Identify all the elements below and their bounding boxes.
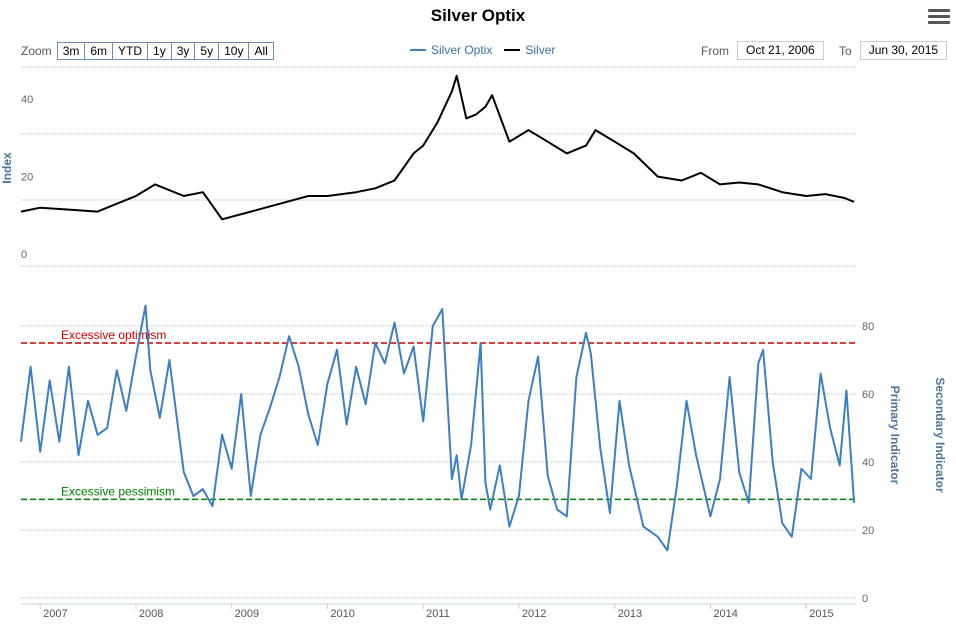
to-date-input[interactable]: Jun 30, 2015 bbox=[859, 41, 948, 60]
bottom-y-tick-label: 20 bbox=[862, 525, 874, 537]
top-y-tick-label: 40 bbox=[21, 94, 33, 106]
zoom-button-6m[interactable]: 6m bbox=[85, 43, 114, 59]
bottom-y-tick-label: 80 bbox=[862, 321, 874, 333]
legend-swatch-silver bbox=[504, 49, 521, 51]
legend-item-silver[interactable]: Silver bbox=[504, 43, 555, 57]
axes: 0 20 40 Index 0 20 40 60 80 2007 2008 2009 2010 2011 2… bbox=[0, 94, 947, 620]
excessive-optimism-label: Excessive optimism bbox=[61, 328, 166, 342]
legend-label-silver-optix: Silver Optix bbox=[431, 43, 493, 57]
top-panel-grid bbox=[21, 66, 856, 267]
range-to: To Jun 30, 2015 bbox=[839, 41, 948, 60]
silver-series-line bbox=[20, 74, 855, 221]
x-tick-label: 2013 bbox=[618, 608, 642, 620]
from-date-input[interactable]: Oct 21, 2006 bbox=[737, 41, 824, 60]
reference-lines: Excessive optimism Excessive pessimism bbox=[21, 328, 856, 501]
x-tick-label: 2010 bbox=[330, 608, 354, 620]
bottom-y-tick-label: 40 bbox=[862, 457, 874, 469]
zoom-button-group: 3m 6m YTD 1y 3y 5y 10y All bbox=[56, 42, 274, 60]
hamburger-menu-icon[interactable] bbox=[928, 9, 950, 27]
excessive-pessimism-label: Excessive pessimism bbox=[61, 484, 175, 498]
primary-indicator-axis-title: Primary Indicator bbox=[888, 386, 902, 485]
legend: Silver Optix Silver bbox=[410, 43, 567, 57]
to-label: To bbox=[839, 43, 852, 58]
range-from: From Oct 21, 2006 bbox=[701, 41, 824, 60]
top-y-axis-title: Index bbox=[0, 152, 14, 184]
x-tick-label: 2012 bbox=[522, 608, 546, 620]
x-tick-label: 2009 bbox=[235, 608, 259, 620]
x-tick-label: 2014 bbox=[713, 608, 737, 620]
legend-item-silver-optix[interactable]: Silver Optix bbox=[410, 43, 492, 57]
bottom-y-tick-label: 60 bbox=[862, 389, 874, 401]
legend-label-silver: Silver bbox=[525, 43, 556, 57]
zoom-button-5y[interactable]: 5y bbox=[195, 43, 220, 59]
from-label: From bbox=[701, 43, 729, 58]
top-y-tick-label: 0 bbox=[21, 249, 27, 261]
x-tick-label: 2007 bbox=[43, 608, 67, 620]
zoom-button-ytd[interactable]: YTD bbox=[113, 43, 149, 59]
series-lines bbox=[20, 74, 856, 552]
chart-title: Silver Optix bbox=[430, 6, 526, 25]
x-tick-label: 2015 bbox=[809, 608, 833, 620]
x-tick-label: 2008 bbox=[139, 608, 163, 620]
zoom-button-3y[interactable]: 3y bbox=[171, 43, 196, 59]
zoom-button-1y[interactable]: 1y bbox=[148, 43, 172, 59]
bottom-y-tick-label: 0 bbox=[862, 593, 868, 605]
zoom-button-all[interactable]: All bbox=[249, 43, 273, 59]
zoom-button-10y[interactable]: 10y bbox=[219, 43, 250, 59]
bottom-panel-grid bbox=[21, 325, 856, 599]
zoom-button-3m[interactable]: 3m bbox=[57, 43, 86, 59]
secondary-indicator-axis-title: Secondary Indicator bbox=[933, 377, 947, 493]
silver-optix-series-line bbox=[20, 304, 856, 552]
top-y-tick-label: 20 bbox=[21, 171, 33, 183]
zoom-label: Zoom bbox=[21, 44, 52, 58]
x-tick-label: 2011 bbox=[426, 608, 450, 620]
legend-swatch-silver-optix bbox=[410, 49, 426, 51]
zoom-control: Zoom 3m 6m YTD 1y 3y 5y 10y All bbox=[21, 42, 274, 60]
